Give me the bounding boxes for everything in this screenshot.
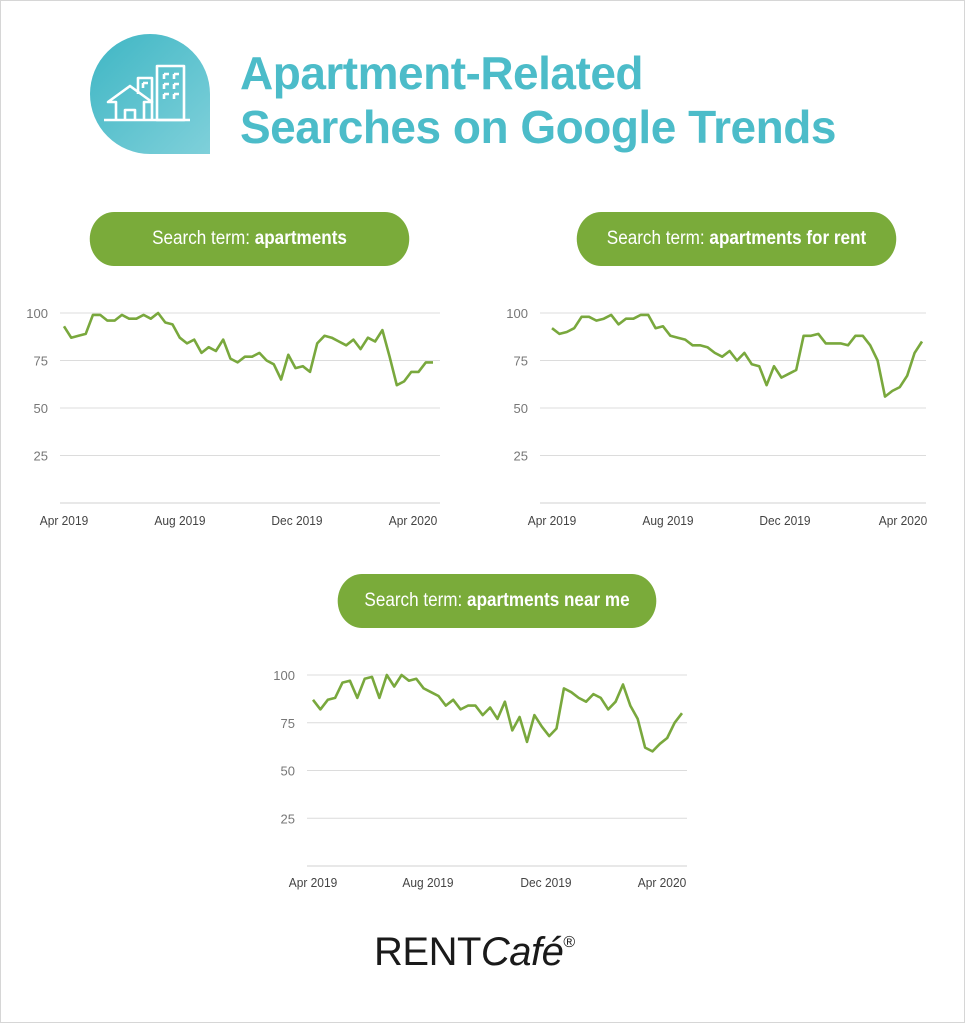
x-tick-label: Aug 2019 [154, 514, 205, 529]
y-tick-label: 50 [514, 401, 528, 416]
y-tick-label: 25 [514, 449, 528, 464]
x-tick-label: Apr 2020 [879, 514, 928, 529]
y-tick-label: 100 [506, 306, 528, 321]
y-tick-label: 75 [514, 354, 528, 369]
y-tick-label: 100 [273, 668, 295, 683]
x-tick-label: Dec 2019 [271, 514, 322, 529]
pill-prefix: Search term: [364, 590, 468, 611]
brand-rent: RENT [374, 930, 481, 974]
x-tick-label: Dec 2019 [759, 514, 810, 529]
pill-term: apartments [254, 228, 347, 249]
pill-term: apartments for rent [709, 228, 867, 249]
x-tick-label: Apr 2019 [289, 876, 338, 891]
search-term-pill-apartments-near-me: Search term: apartments near me [337, 574, 657, 628]
page-title: Apartment-Related Searches on Google Tre… [240, 46, 836, 154]
y-tick-label: 50 [34, 401, 48, 416]
x-tick-label: Apr 2019 [528, 514, 577, 529]
pill-term: apartments near me [467, 590, 630, 611]
series-line-apartments-near-me [311, 673, 684, 753]
search-term-pill-apartments-for-rent: Search term: apartments for rent [576, 212, 897, 266]
y-tick-label: 100 [26, 306, 48, 321]
y-tick-label: 25 [34, 449, 48, 464]
brand-registered-mark: ® [563, 934, 575, 951]
pill-prefix: Search term: [152, 228, 255, 249]
series-line-apartments [62, 311, 433, 387]
pill-prefix: Search term: [606, 228, 710, 249]
brand-cafe: Café [480, 930, 564, 974]
y-tick-label: 50 [281, 764, 295, 779]
apartment-building-icon [90, 34, 210, 154]
search-term-pill-apartments: Search term: apartments [89, 212, 410, 266]
x-tick-label: Aug 2019 [402, 876, 453, 891]
x-tick-label: Apr 2019 [40, 514, 89, 529]
x-tick-label: Aug 2019 [642, 514, 693, 529]
y-tick-label: 75 [281, 716, 295, 731]
title-line-1: Apartment-Related [240, 47, 644, 99]
title-line-2: Searches on Google Trends [240, 101, 836, 153]
series-line-apartments-for-rent [551, 313, 924, 398]
y-tick-label: 25 [281, 811, 295, 826]
y-tick-label: 75 [34, 354, 48, 369]
x-tick-label: Dec 2019 [520, 876, 571, 891]
x-tick-label: Apr 2020 [638, 876, 687, 891]
rentcafe-logo: RENTCafé® [374, 930, 575, 975]
x-tick-label: Apr 2020 [389, 514, 438, 529]
